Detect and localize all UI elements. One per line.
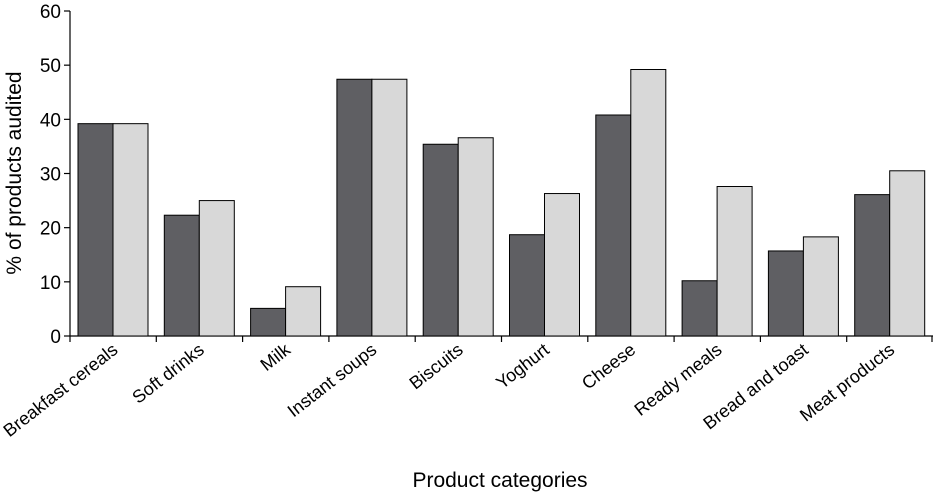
y-axis: 0 10 20 30 40 50 60: [40, 2, 71, 348]
bar-1-bread-and-toast: [767, 250, 804, 337]
bar-1-biscuits: [422, 143, 459, 337]
y-tick-label: 30: [40, 165, 61, 186]
bar-1-meat-products: [854, 194, 891, 337]
bar-2-meat-products: [889, 170, 926, 337]
bars: [77, 69, 926, 337]
y-tick-label: 0: [50, 327, 61, 348]
x-tick-label: Biscuits: [405, 339, 466, 393]
x-tick-label: Yoghurt: [492, 339, 553, 393]
y-tick-label: 10: [40, 273, 61, 294]
bar-2-cheese: [630, 69, 667, 337]
bar-1-breakfast-cereals: [77, 123, 114, 337]
bar-1-yoghurt: [509, 234, 545, 337]
bar-2-yoghurt: [544, 193, 580, 337]
x-axis: Breakfast cereals Soft drinks MilkInstant …: [0, 335, 933, 441]
bar-2-milk: [285, 286, 322, 337]
x-tick-label: Meat products: [796, 339, 898, 425]
y-tick-label: 50: [40, 56, 61, 77]
x-tick-label: Soft drinks: [128, 339, 207, 407]
bar-2-bread-and-toast: [802, 236, 839, 337]
x-axis-label: Product categories: [412, 469, 587, 492]
bar-2-ready-meals: [716, 186, 753, 337]
y-axis-label: % of products audited: [3, 71, 26, 274]
x-tick-label: Cheese: [578, 339, 639, 393]
bar-1-instant-soups: [336, 78, 373, 337]
bar-1-ready-meals: [681, 280, 718, 337]
y-tick-label: 40: [40, 110, 61, 131]
bar-2-breakfast-cereals: [112, 123, 149, 337]
bar-2-instant-soups: [371, 78, 408, 337]
bar-1-milk: [250, 307, 287, 337]
y-tick-label: 60: [40, 2, 61, 23]
bar-2-soft-drinks: [198, 200, 235, 337]
x-tick-label: Breakfast cereals: [0, 339, 121, 440]
x-tick-label: Instant soups: [284, 339, 381, 421]
y-tick-label: 20: [40, 219, 61, 240]
bar-2-biscuits: [457, 137, 494, 337]
x-tick-label: Milk: [257, 339, 295, 375]
bar-1-cheese: [595, 114, 632, 337]
bar-1-soft-drinks: [163, 214, 200, 337]
